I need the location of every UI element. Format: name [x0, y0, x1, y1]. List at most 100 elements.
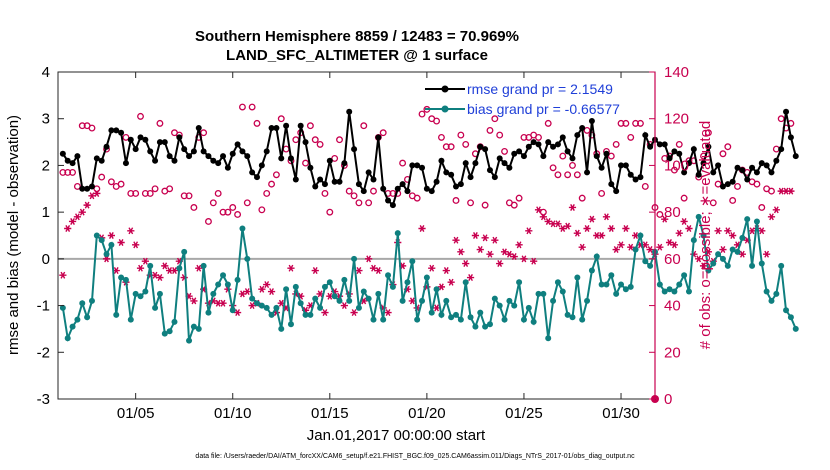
- y2-tick-label: 140: [664, 64, 689, 81]
- bias-point: [88, 297, 95, 304]
- rmse-point: [93, 155, 100, 162]
- possible-point: [268, 180, 276, 188]
- rmse-point: [637, 174, 644, 181]
- evaluated-point: [520, 255, 528, 263]
- possible-point: [481, 201, 489, 209]
- evaluated-point: [321, 309, 329, 317]
- bias-point: [297, 300, 304, 307]
- evaluated-point: [724, 227, 732, 235]
- x-tick-label: 01/30: [602, 405, 640, 422]
- possible-point: [69, 168, 77, 176]
- bias-point: [317, 304, 324, 311]
- rmse-point: [559, 134, 566, 141]
- rmse-point: [535, 141, 542, 148]
- bias-point: [598, 281, 605, 288]
- plot-background: [58, 72, 655, 399]
- possible-point: [433, 117, 441, 125]
- possible-point: [253, 119, 261, 127]
- evaluated-point: [583, 225, 591, 232]
- possible-point: [224, 208, 232, 216]
- evaluated-point: [568, 203, 577, 211]
- bias-point: [132, 290, 139, 297]
- bias-point: [593, 253, 600, 260]
- rmse-point: [593, 153, 600, 160]
- possible-point: [437, 133, 445, 141]
- evaluated-point: [573, 229, 581, 237]
- possible-point: [598, 190, 606, 197]
- evaluated-point: [428, 264, 436, 272]
- rmse-point: [331, 178, 338, 185]
- rmse-point: [389, 202, 396, 209]
- rmse-point: [195, 125, 202, 132]
- evaluated-point: [602, 213, 611, 221]
- possible-point: [704, 129, 712, 137]
- bias-point: [171, 318, 178, 325]
- rmse-point: [783, 108, 790, 115]
- possible-point: [729, 197, 737, 204]
- evaluated-point: [496, 260, 504, 268]
- rmse-point: [671, 148, 678, 155]
- bias-point: [419, 297, 426, 304]
- bias-point: [200, 262, 207, 269]
- evaluated-point: [263, 281, 271, 289]
- evaluated-point: [772, 206, 780, 214]
- possible-point: [675, 140, 683, 148]
- rmse-point: [685, 160, 692, 167]
- y2-tick-label: 60: [664, 251, 681, 268]
- possible-point: [345, 187, 353, 195]
- rmse-point: [84, 185, 91, 192]
- rmse-point: [486, 167, 493, 174]
- rmse-point: [229, 150, 236, 157]
- legend: rmse grand pr = 2.1549 bias grand pr = -…: [425, 81, 620, 117]
- bias-point: [98, 237, 105, 244]
- bias-point: [321, 283, 328, 290]
- bias-point: [768, 297, 775, 304]
- legend-bias-marker: [441, 105, 449, 113]
- y2-axis-label: # of obs: o=possible; ∗=evaluated: [697, 121, 714, 350]
- bias-point: [176, 265, 183, 272]
- evaluated-point: [578, 243, 586, 251]
- bias-point: [496, 302, 503, 309]
- evaluated-point: [748, 227, 756, 235]
- rmse-point: [666, 155, 673, 162]
- bias-point: [69, 323, 76, 330]
- possible-point: [758, 204, 766, 211]
- bias-point: [705, 267, 712, 274]
- possible-point: [617, 119, 625, 127]
- evaluated-point: [156, 274, 164, 282]
- bias-point: [365, 295, 372, 302]
- rmse-point: [443, 169, 450, 176]
- bias-point: [700, 232, 707, 239]
- bias-point: [229, 307, 236, 314]
- rmse-point: [695, 171, 702, 178]
- y-tick-label: 4: [42, 64, 50, 81]
- evaluated-point: [151, 271, 159, 279]
- evaluated-point: [471, 232, 480, 239]
- bias-point: [462, 279, 469, 286]
- bias-point: [239, 225, 246, 232]
- possible-point: [486, 126, 494, 134]
- rmse-point: [414, 162, 421, 169]
- rmse-point: [132, 146, 139, 153]
- evaluated-point: [267, 288, 276, 296]
- rmse-point: [161, 139, 168, 146]
- bias-point: [501, 316, 508, 323]
- rmse-point: [501, 160, 508, 167]
- evaluated-point: [287, 264, 295, 272]
- possible-point: [379, 129, 387, 137]
- possible-point: [209, 199, 217, 207]
- bias-point: [569, 314, 576, 321]
- rmse-point: [278, 155, 285, 162]
- bias-point: [530, 318, 537, 325]
- bias-point: [554, 279, 561, 286]
- legend-bias-label: bias grand pr = -0.66577: [467, 101, 620, 117]
- bias-point: [719, 255, 726, 262]
- rmse-point: [64, 157, 71, 164]
- bias-point: [414, 316, 421, 323]
- bias-point: [385, 272, 392, 279]
- bias-point: [161, 330, 168, 337]
- evaluated-point: [627, 243, 635, 251]
- rmse-point: [404, 188, 411, 195]
- evaluated-point: [695, 255, 703, 263]
- possible-point: [122, 133, 130, 141]
